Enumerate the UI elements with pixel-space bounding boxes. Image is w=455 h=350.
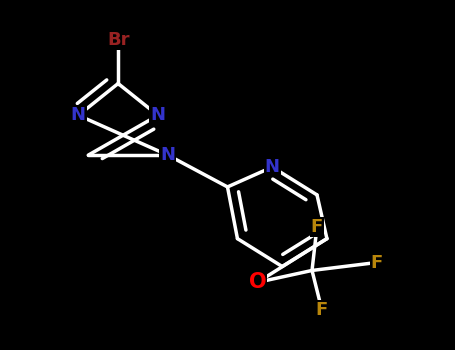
Text: N: N bbox=[160, 146, 175, 164]
Text: N: N bbox=[265, 158, 280, 176]
Text: N: N bbox=[151, 106, 166, 124]
Text: N: N bbox=[71, 106, 86, 124]
Text: F: F bbox=[370, 253, 383, 272]
Text: F: F bbox=[311, 218, 323, 236]
Text: O: O bbox=[248, 272, 266, 292]
Text: F: F bbox=[316, 301, 328, 319]
Text: Br: Br bbox=[107, 31, 129, 49]
